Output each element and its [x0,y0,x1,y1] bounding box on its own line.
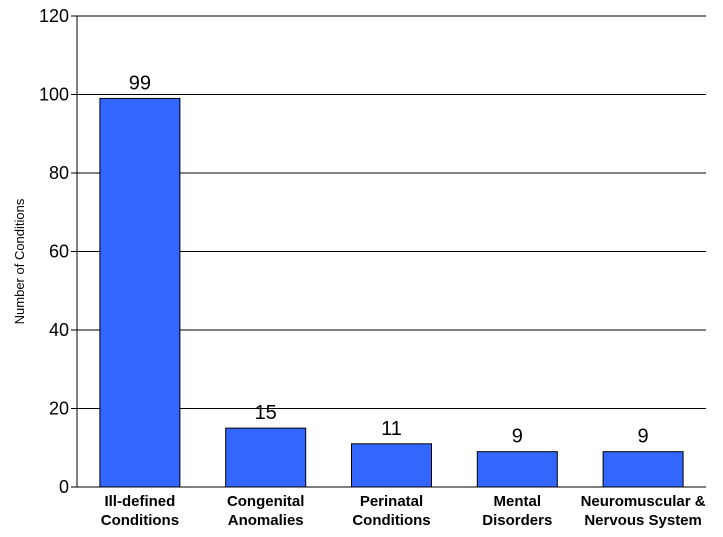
x-category-label: Nervous System [584,512,702,529]
gridlines [77,15,706,409]
y-tick-label: 20 [49,399,69,419]
y-axis-title: Number of Conditions [12,198,27,324]
bar [602,451,684,488]
y-tick-label: 80 [49,163,69,183]
y-tick-label: 60 [49,242,69,262]
x-category-label: Neuromuscular & [581,493,706,510]
bar-value-label: 9 [512,426,523,448]
axes [71,15,706,488]
bar-value-label: 99 [129,72,151,94]
x-category-label: Anomalies [228,512,304,529]
bars [99,97,684,488]
y-tick-label: 120 [39,6,69,26]
bar [351,443,432,488]
bar-value-label: 15 [255,402,277,424]
bar [476,451,558,488]
x-category-label: Conditions [352,512,430,529]
x-category-label: Congenital [227,493,305,510]
x-category-label: Ill-defined [104,493,175,510]
x-category-label: Mental [494,493,542,510]
bar [99,97,181,488]
bar-value-label: 9 [638,426,649,448]
x-category-label: Perinatal [360,493,423,510]
bar [225,427,307,488]
y-tick-label: 100 [39,85,69,105]
labels: 02040608010012099Ill-definedConditions15… [39,6,706,529]
x-category-label: Disorders [482,512,552,529]
x-category-label: Conditions [101,512,179,529]
y-tick-label: 40 [49,320,69,340]
y-tick-label: 0 [59,477,69,497]
bar-value-label: 11 [381,418,402,440]
